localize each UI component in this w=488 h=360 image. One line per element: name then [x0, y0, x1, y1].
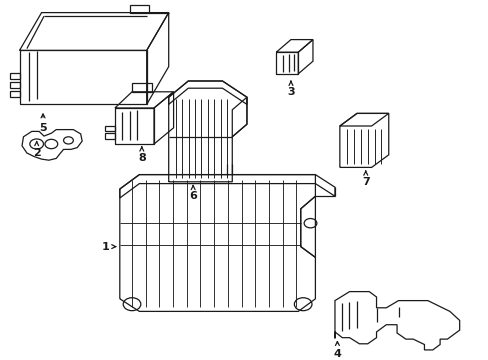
Text: 7: 7 — [361, 171, 369, 187]
Text: 2: 2 — [33, 142, 41, 158]
Text: 1: 1 — [101, 242, 116, 252]
Text: 3: 3 — [286, 81, 294, 97]
Text: 5: 5 — [39, 114, 47, 133]
Text: 4: 4 — [333, 342, 341, 359]
Text: 8: 8 — [138, 147, 145, 163]
Text: 6: 6 — [189, 185, 197, 201]
